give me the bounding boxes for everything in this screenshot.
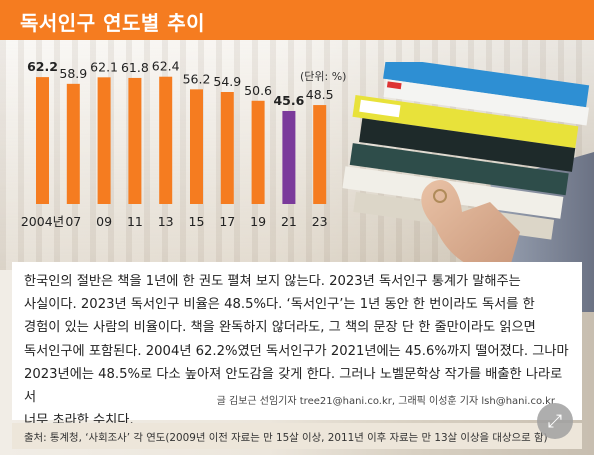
unit-label: (단위: %) — [300, 70, 347, 83]
tick-label: 23 — [312, 214, 328, 229]
data-label: 61.8 — [121, 60, 149, 75]
tick-label: 19 — [250, 214, 266, 229]
data-label: 50.6 — [244, 83, 272, 98]
bar — [190, 89, 203, 204]
bar — [66, 83, 80, 204]
bar-group — [36, 76, 327, 204]
bar — [36, 77, 49, 204]
tick-label: 15 — [189, 214, 205, 229]
bar — [313, 105, 327, 204]
byline-credit: 글 김보근 선임기자 tree21@hani.co.kr, 그래픽 이성훈 기자… — [216, 396, 555, 407]
bar — [220, 92, 234, 204]
data-label: 45.6 — [273, 93, 304, 108]
tick-label: 07 — [65, 214, 81, 229]
article-box — [12, 262, 582, 420]
page-title: 독서인구 연도별 추이 — [20, 11, 206, 35]
bar — [128, 77, 142, 204]
data-label: 58.9 — [59, 66, 87, 81]
bar — [282, 110, 296, 204]
title-bar: 독서인구 연도별 추이 — [0, 0, 594, 40]
tick-label: 2004년 — [21, 214, 64, 229]
expand-arrows-icon[interactable]: ⤢ — [537, 403, 573, 439]
data-label: 56.2 — [183, 71, 211, 86]
expand-glyph: ⤢ — [547, 410, 563, 432]
data-label: 62.1 — [90, 59, 118, 74]
article-paragraph: 한국인의 절반은 책을 1년에 한 권도 펼쳐 보지 않는다. 2023년 독서… — [24, 274, 569, 429]
value-label-group: 62.2 58.9 62.1 61.8 62.456.2 54.950.645.6 48.5 — [27, 59, 334, 108]
tick-label: 21 — [281, 214, 297, 229]
data-label: 54.9 — [213, 74, 241, 89]
data-label: 48.5 — [306, 87, 334, 102]
bar — [251, 100, 265, 204]
tick-label: 09 — [96, 214, 112, 229]
tick-label: 13 — [158, 214, 174, 229]
source-text: 출처: 통계청, ‘사회조사’ 각 연도(2009년 이전 자료는 만 15살 … — [24, 432, 548, 444]
tick-label: 17 — [219, 214, 235, 229]
bar-chart: 62.2 58.9 62.1 61.8 62.456.2 54.950.645.6 48.5… — [21, 59, 334, 229]
source-note: 출처: 통계청, ‘사회조사’ 각 연도(2009년 이전 자료는 만 15살 … — [12, 423, 582, 449]
bar — [97, 77, 111, 204]
data-label: 62.4 — [152, 59, 180, 74]
bar — [159, 76, 173, 204]
data-label: 62.2 — [27, 59, 58, 74]
category-label-group: 2004년 07 09 11 13 15 17 19 21 23 — [21, 214, 328, 229]
tick-label: 11 — [127, 214, 143, 229]
